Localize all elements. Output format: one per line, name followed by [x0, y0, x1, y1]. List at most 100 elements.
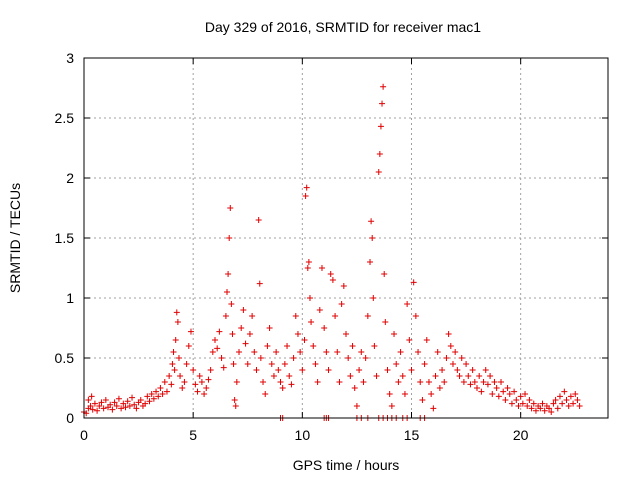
data-point: [231, 397, 238, 403]
data-point: [513, 397, 520, 403]
data-point: [157, 385, 164, 391]
data-point: [166, 373, 173, 379]
data-point: [338, 301, 345, 307]
data-point: [546, 405, 553, 412]
data-point: [174, 319, 181, 325]
data-point: [111, 399, 118, 406]
data-point: [173, 309, 180, 316]
y-tick-label: 3: [66, 50, 74, 66]
data-point: [353, 403, 360, 409]
data-point: [526, 397, 533, 403]
data-point: [528, 405, 535, 412]
data-point: [102, 397, 109, 403]
data-point: [316, 307, 323, 313]
data-point: [205, 376, 212, 383]
data-point: [179, 385, 186, 391]
data-point: [487, 373, 494, 379]
data-point: [393, 361, 400, 367]
data-point: [391, 331, 398, 337]
data-point: [476, 373, 483, 379]
data-point: [377, 123, 384, 130]
data-point: [574, 397, 581, 403]
data-point: [478, 388, 485, 395]
data-point: [522, 391, 529, 397]
data-point: [253, 367, 260, 373]
data-point: [561, 388, 568, 395]
data-point: [370, 295, 377, 301]
data-point: [294, 331, 301, 337]
data-point: [91, 400, 98, 407]
data-point: [345, 355, 352, 361]
data-point: [257, 355, 264, 361]
data-point: [175, 355, 182, 361]
data-point: [310, 343, 317, 349]
data-point: [209, 349, 216, 355]
data-point: [262, 391, 269, 397]
data-point: [171, 367, 178, 373]
data-point: [201, 391, 208, 397]
data-point: [508, 400, 515, 407]
data-point: [428, 391, 435, 397]
x-tick-label: 10: [295, 427, 311, 443]
data-point: [567, 393, 574, 400]
data-point: [113, 403, 120, 409]
data-point: [133, 405, 140, 412]
data-point: [456, 373, 463, 379]
data-point: [303, 184, 310, 191]
data-point: [356, 367, 363, 373]
data-point: [376, 151, 383, 157]
data-point: [511, 388, 518, 395]
data-point: [423, 337, 430, 343]
data-point: [306, 295, 313, 301]
grid-lines: [84, 58, 608, 418]
data-point: [572, 391, 579, 397]
data-point: [131, 401, 138, 408]
data-point: [480, 379, 487, 385]
data-point: [367, 259, 374, 265]
data-point: [305, 259, 312, 265]
data-point: [445, 331, 452, 337]
data-point: [279, 385, 286, 391]
data-point: [537, 405, 544, 412]
data-point: [288, 381, 295, 388]
data-point: [256, 280, 263, 287]
x-axis-label: GPS time / hours: [293, 457, 400, 473]
data-point: [447, 343, 454, 349]
data-point: [266, 325, 273, 331]
data-point: [246, 331, 253, 337]
y-tick-label: 2: [66, 170, 74, 186]
data-point: [148, 391, 155, 397]
data-point: [169, 361, 176, 367]
data-point: [292, 313, 299, 319]
data-point: [222, 313, 229, 319]
data-point: [194, 388, 201, 395]
data-point: [368, 218, 375, 225]
data-point: [506, 391, 513, 397]
data-point: [406, 337, 413, 343]
data-point: [386, 391, 393, 397]
data-point: [388, 403, 395, 409]
data-point: [260, 379, 267, 385]
data-point: [375, 169, 382, 175]
data-point: [417, 379, 424, 385]
data-point: [491, 379, 498, 385]
data-point: [415, 349, 422, 355]
data-point: [302, 193, 309, 199]
data-point: [570, 400, 577, 407]
data-point: [495, 393, 502, 400]
data-point: [500, 388, 507, 395]
data-point: [87, 403, 94, 409]
data-point: [504, 385, 511, 391]
data-point: [401, 391, 408, 397]
data-point: [242, 340, 249, 347]
data-point: [107, 401, 114, 408]
data-point: [109, 406, 116, 413]
data-points: [81, 83, 583, 421]
data-point: [297, 349, 304, 355]
data-point: [469, 367, 476, 373]
data-point: [137, 397, 144, 403]
data-point: [327, 271, 334, 277]
data-point: [321, 325, 328, 331]
data-point: [214, 345, 221, 352]
data-point: [232, 403, 239, 409]
